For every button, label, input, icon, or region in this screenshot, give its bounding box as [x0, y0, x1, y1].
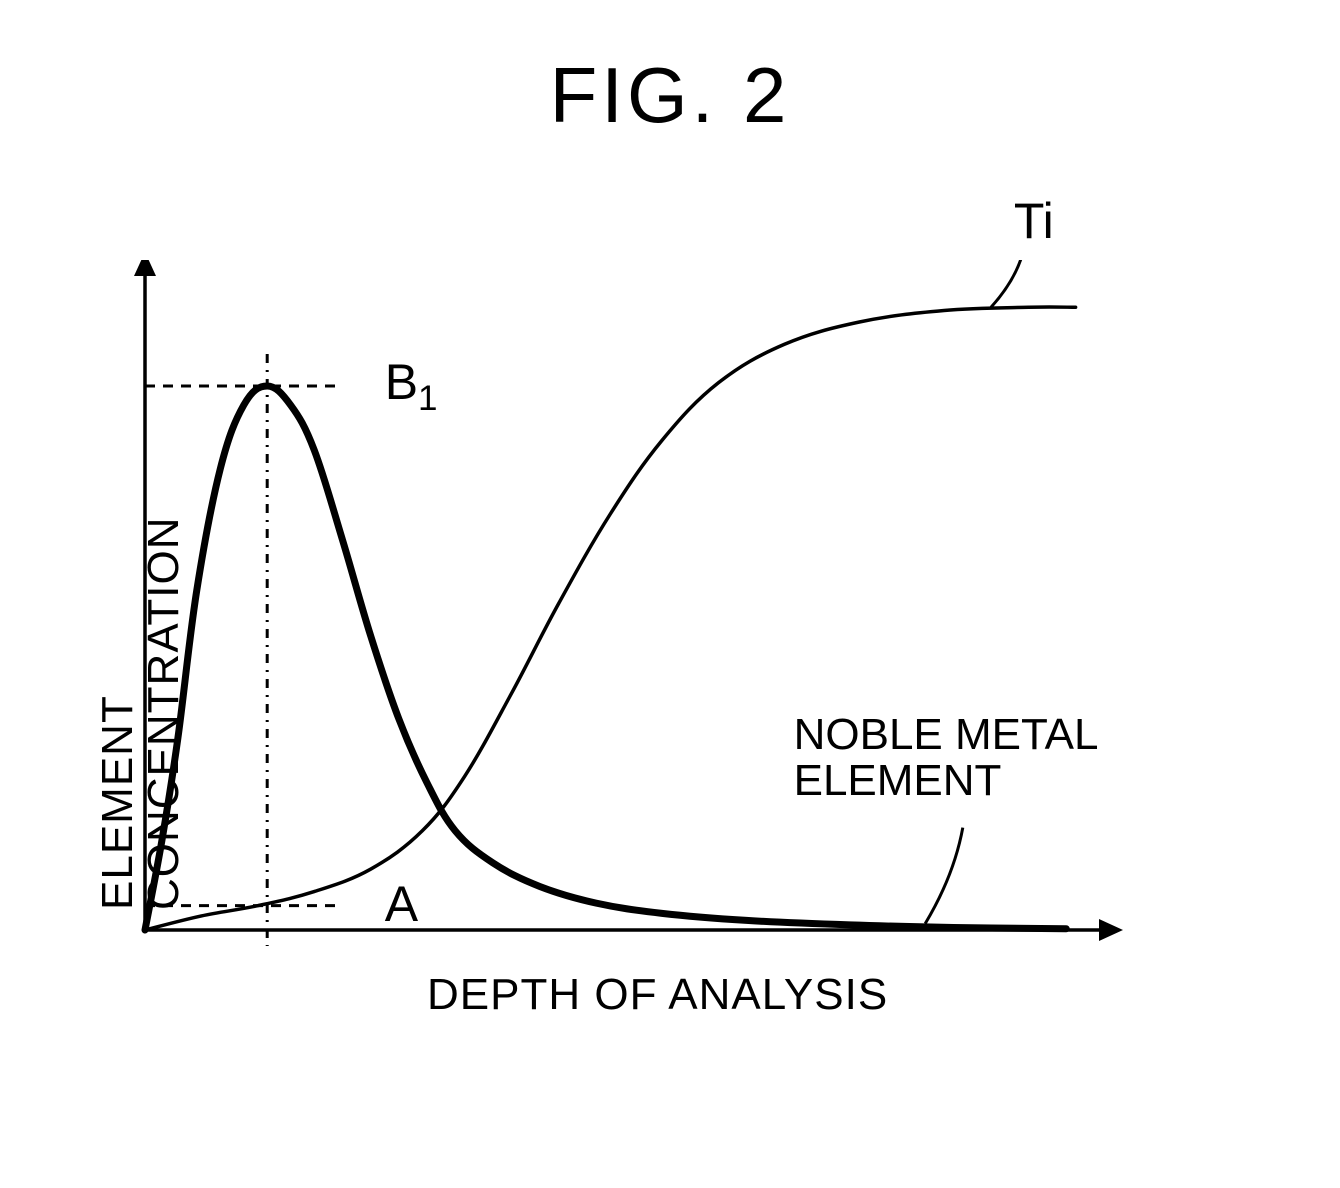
- x-axis-label: DEPTH OF ANALYSIS: [427, 970, 888, 1020]
- series-label-noble-metal: NOBLE METALELEMENT: [794, 712, 1099, 804]
- annotation-a: A: [385, 875, 418, 933]
- chart-container: ELEMENTCONCENTRATION DEPTH OF ANALYSIS B…: [90, 260, 1240, 1080]
- series-label-ti: Ti: [1014, 192, 1054, 250]
- y-axis-label: ELEMENTCONCENTRATION: [95, 290, 187, 910]
- figure-page: FIG. 2 ELEMENTCONCENTRATION DEPTH OF ANA…: [0, 0, 1340, 1188]
- figure-title: FIG. 2: [0, 50, 1340, 141]
- annotation-b1: B1: [385, 353, 438, 419]
- chart-svg: [90, 260, 1150, 1000]
